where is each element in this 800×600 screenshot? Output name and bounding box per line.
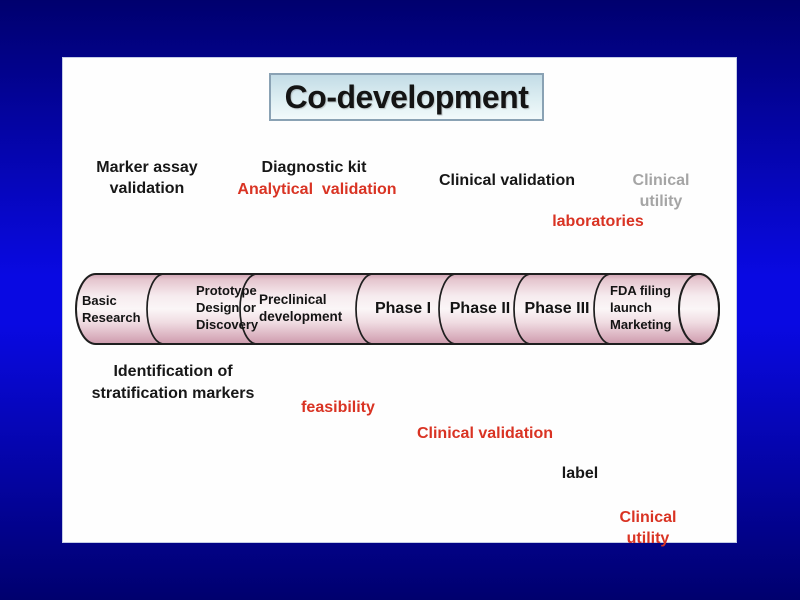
stage-label-phase-2: Phase II xyxy=(449,300,511,317)
slide-panel: Co-development Marker assay validation D… xyxy=(62,57,737,547)
pipeline-separator-4 xyxy=(438,273,457,345)
pipeline-separator-5 xyxy=(513,273,532,345)
label-marker-assay-validation: Marker assay validation xyxy=(96,159,198,197)
label-laboratories: laboratories xyxy=(552,213,644,230)
stage-label-fda-filing-launch-marketing: FDA filing launch Marketing xyxy=(610,283,672,332)
pipeline-separator-6 xyxy=(593,273,612,345)
pipeline-diagram xyxy=(75,273,720,345)
pipeline-end-cap xyxy=(678,273,720,345)
stage-label-phase-3: Phase III xyxy=(524,300,590,317)
label-clinical-validation-top: Clinical validation xyxy=(438,172,576,189)
stage-label-preclinical-development: Preclinical development xyxy=(259,292,343,324)
stage-label-basic-research: Basic Research xyxy=(82,293,141,325)
pipeline-separator-1 xyxy=(146,273,165,345)
stage-label-phase-1: Phase I xyxy=(374,300,432,317)
label-diagnostic-kit: Diagnostic kit xyxy=(261,159,367,176)
label-clinical-validation-bottom: Clinical validation xyxy=(416,425,554,442)
pipeline-separator-3 xyxy=(355,273,374,345)
title-box: Co-development xyxy=(269,73,544,121)
page-title: Co-development xyxy=(284,78,529,115)
label-feasibility: feasibility xyxy=(301,399,375,416)
label-analytical-validation: Analytical validation xyxy=(237,181,397,198)
pipeline-separator-2 xyxy=(239,273,258,345)
stage-label-prototype-design-discovery: Prototype Design or Discovery xyxy=(196,283,259,332)
label-clinical-utility-top: Clinical utility xyxy=(632,172,690,210)
label-clinical-utility-bottom: Clinical utility xyxy=(619,509,677,547)
label-identification-stratification-markers: Identification of stratification markers xyxy=(91,363,255,402)
label-label: label xyxy=(561,465,599,482)
